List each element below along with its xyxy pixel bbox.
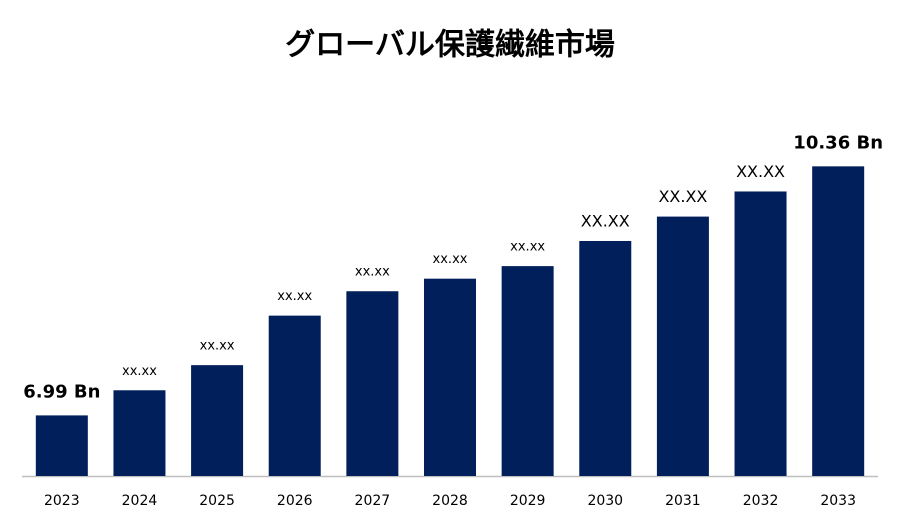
x-tick-label: 2030: [587, 493, 623, 509]
data-label: xx.xx: [433, 252, 468, 267]
x-tick-label: 2023: [44, 493, 80, 509]
data-label: xx.xx: [510, 240, 545, 255]
bar: [191, 365, 244, 476]
x-tick-label: 2029: [510, 493, 546, 509]
data-label: xx.xx: [200, 339, 235, 354]
x-tick-label: 2024: [122, 493, 158, 509]
data-label: 6.99 Bn: [23, 381, 100, 402]
bar: [579, 240, 632, 476]
x-tick-label: 2033: [820, 493, 856, 509]
bar: [424, 278, 476, 476]
x-tick-label: 2031: [665, 493, 701, 509]
bar: [268, 315, 321, 476]
data-label: xx.xx: [355, 265, 390, 280]
bar: [812, 166, 865, 476]
x-tick-label: 2032: [743, 493, 779, 509]
x-tick-label: 2026: [277, 493, 313, 509]
bar: [734, 191, 787, 476]
bar: [656, 216, 709, 476]
x-tick-label: 2028: [432, 493, 468, 509]
x-tick-label: 2025: [199, 493, 235, 509]
data-label: xx.xx: [277, 289, 312, 304]
data-label: XX.XX: [736, 162, 785, 181]
chart-title: グローバル保護繊維市場: [285, 28, 615, 63]
bar: [35, 415, 88, 476]
data-label: 10.36 Bn: [793, 132, 883, 153]
data-label: xx.xx: [122, 364, 157, 379]
bar: [501, 266, 554, 476]
data-label: XX.XX: [658, 187, 707, 206]
bar: [113, 390, 166, 476]
data-label: XX.XX: [581, 211, 630, 230]
x-tick-label: 2027: [355, 493, 391, 509]
bar: [346, 291, 399, 476]
